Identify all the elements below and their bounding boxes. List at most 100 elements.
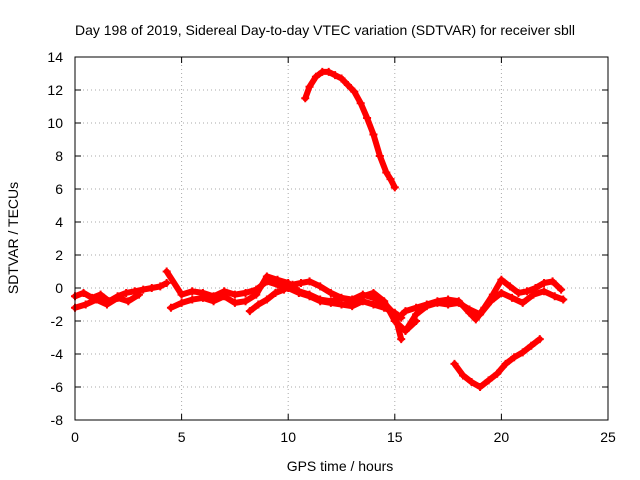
data-point: [311, 72, 320, 81]
data-point: [518, 298, 527, 307]
series-arc-e: [245, 277, 421, 335]
data-point: [230, 298, 239, 307]
y-tick-label: 4: [55, 214, 63, 230]
data-point: [505, 282, 514, 291]
y-tick-label: -6: [51, 379, 64, 395]
data-point: [508, 293, 517, 302]
data-point: [476, 310, 485, 319]
data-point: [271, 288, 280, 297]
data-point: [471, 315, 480, 324]
data-point: [531, 284, 540, 292]
data-point: [296, 279, 305, 288]
data-point: [134, 290, 143, 299]
data-point: [81, 300, 90, 309]
y-tick-label: -2: [51, 313, 64, 329]
data-point: [522, 287, 531, 296]
data-point: [156, 282, 165, 291]
data-point: [122, 288, 131, 297]
data-point: [188, 287, 197, 296]
data-point: [433, 298, 442, 307]
series-arc-h: [401, 287, 568, 335]
data-point: [514, 288, 523, 297]
data-point: [348, 297, 357, 306]
chart-title: Day 198 of 2019, Sidereal Day-to-day VTE…: [75, 22, 575, 38]
data-point: [188, 295, 197, 304]
data-point: [209, 297, 218, 306]
data-point: [316, 295, 325, 304]
data-point: [337, 74, 346, 83]
data-point: [102, 300, 111, 309]
data-point: [412, 310, 421, 319]
data-point: [459, 371, 468, 380]
y-tick-label: -4: [51, 346, 64, 362]
data-point: [343, 81, 352, 90]
series-arc-b: [71, 290, 143, 312]
data-point: [305, 290, 314, 299]
x-tick-label: 20: [494, 429, 510, 445]
data-point: [305, 277, 314, 286]
data-point: [486, 297, 495, 306]
data-point: [162, 279, 171, 288]
data-point: [518, 348, 527, 357]
data-point: [139, 285, 148, 294]
data-point: [540, 279, 549, 288]
data-point: [177, 290, 186, 299]
series-line: [402, 288, 567, 334]
data-point: [147, 284, 156, 292]
data-point: [262, 295, 271, 304]
data-point: [382, 168, 391, 177]
data-point: [262, 272, 271, 281]
data-point: [356, 99, 365, 108]
data-point: [279, 285, 288, 294]
data-point: [401, 326, 410, 335]
y-tick-label: 10: [47, 115, 63, 131]
data-point: [375, 152, 384, 160]
data-point: [422, 302, 431, 311]
data-point: [390, 183, 399, 192]
data-point: [444, 300, 453, 309]
series-line: [302, 68, 398, 191]
data-point: [326, 288, 335, 297]
data-point: [162, 267, 171, 276]
data-points: [71, 67, 568, 391]
y-tick-label: 8: [55, 148, 63, 164]
data-point: [252, 290, 261, 299]
data-point: [337, 293, 346, 302]
y-tick-label: 2: [55, 247, 63, 263]
data-point: [96, 290, 105, 299]
series-arc-i: [450, 335, 544, 391]
data-point: [358, 292, 367, 301]
data-point: [241, 288, 250, 297]
data-point: [324, 67, 333, 76]
data-point: [484, 376, 493, 385]
data-point: [331, 71, 340, 80]
series-line: [451, 336, 543, 390]
data-point: [254, 300, 263, 309]
y-tick-label: 0: [55, 280, 63, 296]
y-tick-label: 14: [47, 49, 63, 65]
data-point: [559, 295, 568, 304]
data-point: [386, 175, 395, 184]
x-tick-label: 0: [71, 429, 79, 445]
x-tick-label: 5: [178, 429, 186, 445]
data-point: [493, 369, 502, 378]
x-axis-label: GPS time / hours: [287, 458, 394, 474]
x-tick-label: 15: [387, 429, 403, 445]
data-point: [401, 307, 410, 316]
x-tick-label: 10: [280, 429, 296, 445]
data-point: [557, 285, 566, 294]
data-point: [305, 82, 314, 91]
data-point: [550, 292, 559, 301]
data-point: [301, 94, 310, 103]
data-point: [220, 292, 229, 301]
data-point: [198, 293, 207, 302]
data-point: [113, 293, 122, 302]
data-point: [245, 307, 254, 316]
grid-lines: [75, 57, 608, 420]
data-point: [166, 303, 175, 312]
data-point: [316, 282, 325, 291]
series-line: [246, 278, 420, 334]
y-axis-ticks: -8 -6 -4 -2 0 2 4 6 8 10 12 14: [47, 49, 608, 428]
data-point: [79, 288, 88, 297]
